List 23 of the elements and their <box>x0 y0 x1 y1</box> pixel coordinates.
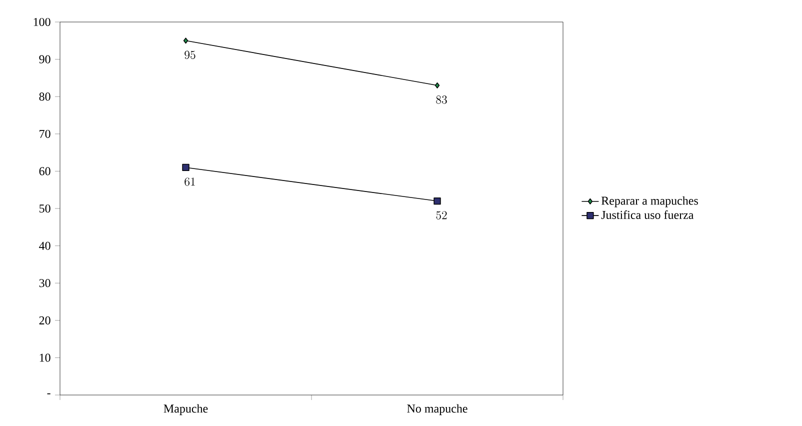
y-tick-label: 20 <box>39 316 50 324</box>
y-tick-label: 80 <box>39 92 50 101</box>
data-label: 52 <box>436 211 447 220</box>
y-tick-label: 10 <box>40 354 50 362</box>
legend-label: Justifica uso fuerza <box>601 210 694 220</box>
legend-label: Reparar a mapuches <box>601 196 698 208</box>
y-tick-label: 70 <box>40 130 50 138</box>
y-tick-label: 100 <box>34 18 50 26</box>
data-label: 61 <box>184 178 195 186</box>
point <box>434 82 440 88</box>
y-tick-label: 90 <box>39 55 50 64</box>
y-tick-label: 50 <box>40 204 50 213</box>
y-tick-label: 60 <box>39 167 50 176</box>
y-tick-label: - <box>47 393 50 394</box>
data-label: 83 <box>436 96 447 104</box>
x-tick-label: No mapuche <box>407 404 468 416</box>
point <box>182 164 190 172</box>
y-tick-label: 40 <box>39 242 50 250</box>
data-label: 95 <box>184 50 196 59</box>
point <box>434 197 441 205</box>
x-tick-label: Mapuche <box>164 404 208 416</box>
y-tick-label: 30 <box>39 279 50 288</box>
point <box>183 38 188 44</box>
